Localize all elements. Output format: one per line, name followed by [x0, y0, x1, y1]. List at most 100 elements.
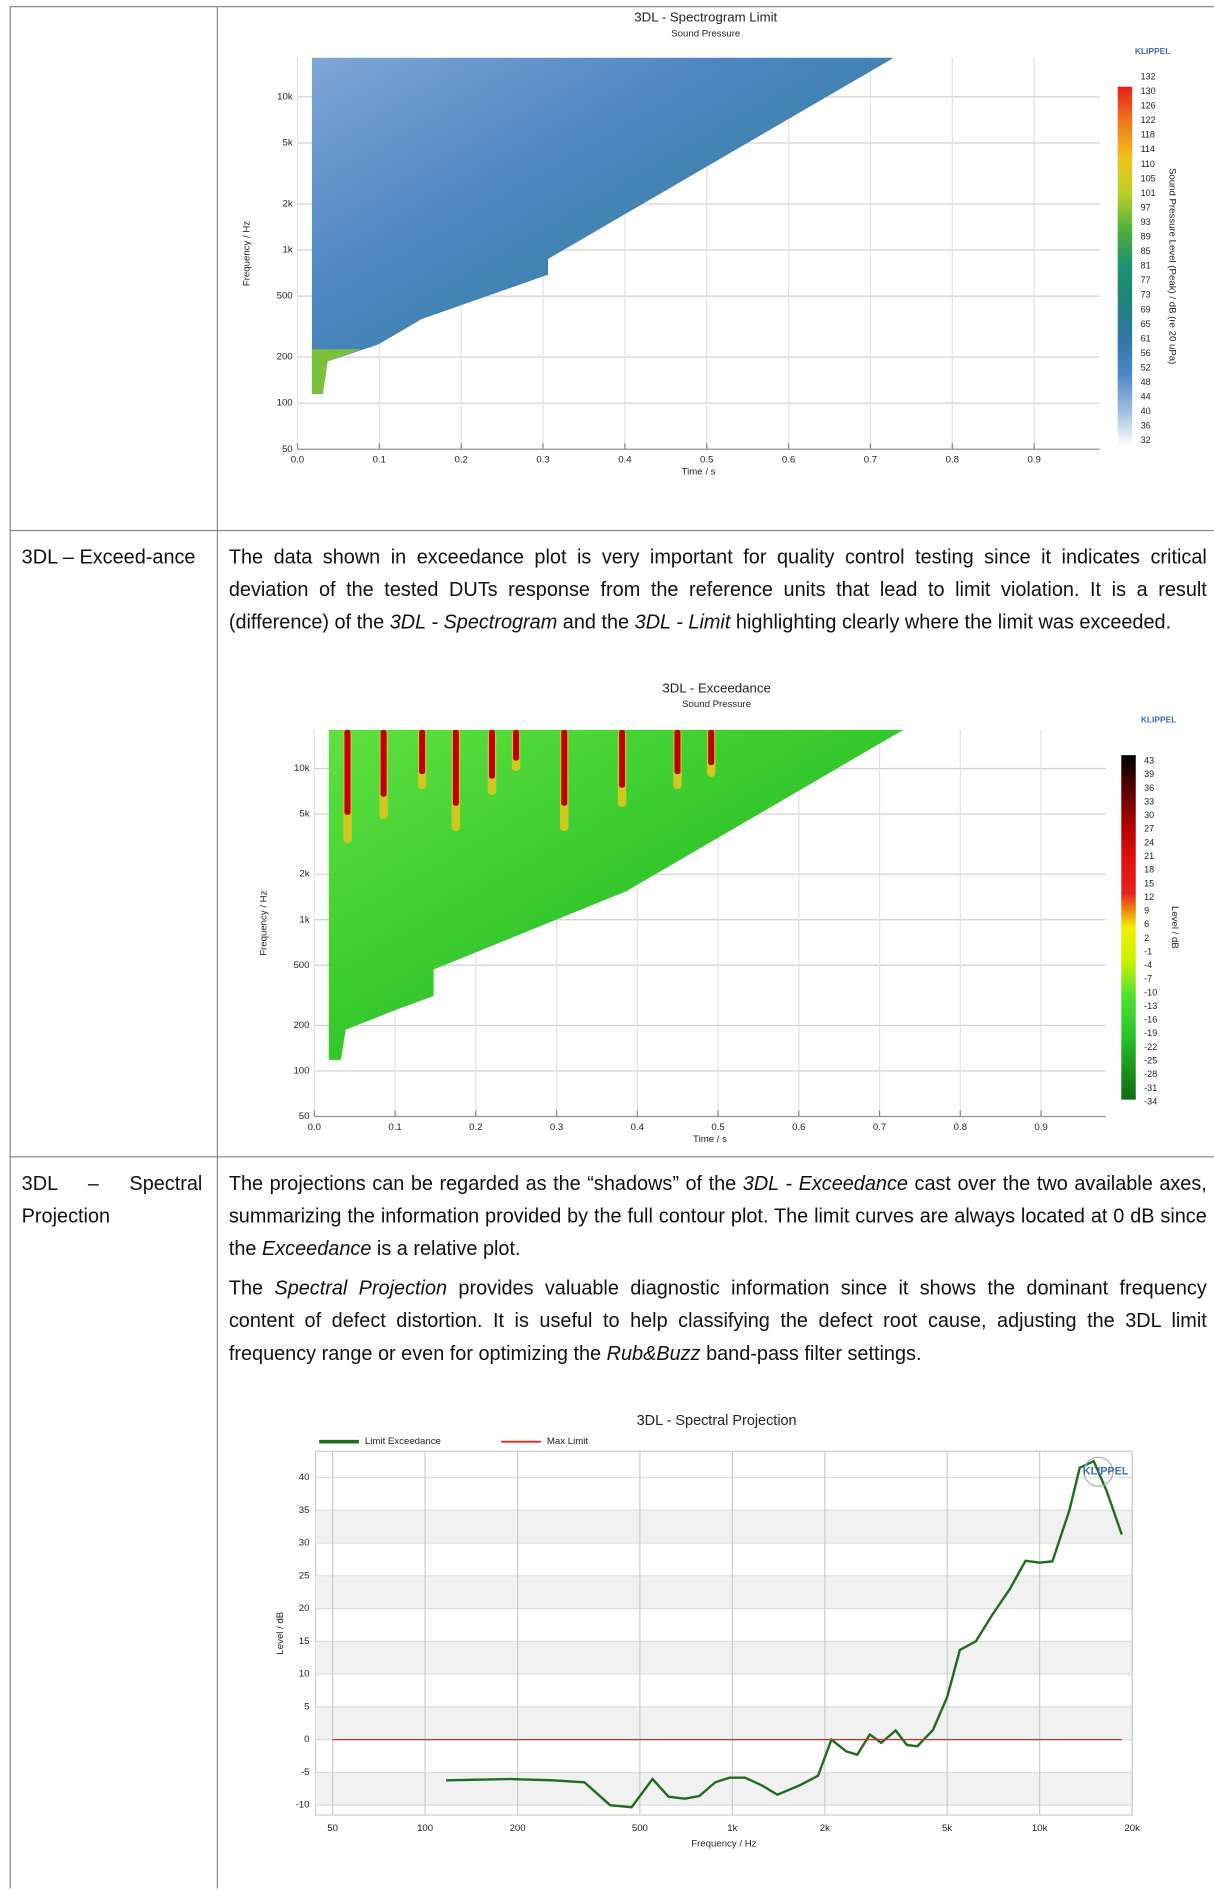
italic-text: Rub&Buzz	[606, 1342, 701, 1365]
paragraph: The data shown in exceedance plot is ver…	[229, 542, 1207, 640]
x-tick-label: 0.8	[954, 1122, 967, 1133]
y-tick-label: 500	[293, 960, 309, 971]
paragraph: The projections can be regarded as the “…	[229, 1168, 1207, 1266]
table-border	[9, 6, 1214, 8]
table-border	[9, 6, 11, 1889]
contour-area	[328, 729, 904, 1060]
row-label: 3DL – Spectral Projection	[21, 1173, 203, 1228]
y-tick-label: 100	[293, 1065, 309, 1076]
y-tick-label: 5k	[299, 809, 309, 820]
contour-area	[311, 57, 894, 394]
italic-text: Spectral Projection	[274, 1277, 448, 1300]
colorbar-label: 69	[1141, 304, 1151, 314]
colorbar-label: -25	[1144, 1056, 1157, 1066]
italic-text: 3DL - Limit	[634, 611, 731, 634]
grid-band	[315, 1575, 1133, 1609]
colorbar-label: 36	[1144, 783, 1154, 793]
x-tick-label: 0.4	[618, 455, 632, 466]
colorbar-label: -31	[1144, 1083, 1157, 1093]
colorbar-title: Level / dB	[1169, 906, 1180, 949]
colorbar-label: 93	[1141, 217, 1151, 227]
y-tick-label: 10k	[277, 91, 293, 102]
y-tick-label: 5k	[282, 138, 292, 149]
colorbar-label: 27	[1144, 824, 1154, 834]
table-border	[9, 1156, 1214, 1158]
colorbar-label: 30	[1144, 810, 1154, 820]
x-tick-label: 0.5	[711, 1122, 724, 1133]
chart-subtitle: Sound Pressure	[671, 28, 740, 39]
colorbar-label: 65	[1141, 319, 1151, 329]
colorbar-label: 36	[1141, 421, 1151, 431]
exceed-stripe	[619, 729, 626, 788]
colorbar-label: 101	[1141, 188, 1156, 198]
contour-area	[311, 349, 362, 394]
colorbar-label: -13	[1144, 1001, 1157, 1011]
colorbar-label: 118	[1141, 130, 1155, 140]
exceed-stripe	[561, 729, 568, 806]
table-border	[9, 529, 1214, 532]
colorbar-label: -28	[1144, 1069, 1157, 1079]
colorbar-label: 81	[1141, 261, 1151, 271]
colorbar-label: 32	[1141, 435, 1151, 445]
x-tick-label: 0.2	[454, 455, 467, 466]
colorbar-label: 21	[1144, 851, 1154, 861]
colorbar-label: 110	[1141, 159, 1155, 169]
colorbar-label: 77	[1141, 275, 1151, 285]
colorbar-label: -19	[1144, 1028, 1157, 1038]
x-tick-label: 0.5	[700, 455, 713, 466]
logo-ring	[1083, 1456, 1114, 1487]
y-tick-label: 100	[277, 398, 293, 409]
x-tick-label: 5k	[942, 1823, 952, 1834]
italic-text: 3DL - Spectrogram	[389, 611, 558, 634]
series-line	[446, 1459, 1123, 1809]
colorbar-label: 48	[1141, 377, 1151, 387]
legend-label: Limit Exceedance	[365, 1436, 441, 1447]
colorbar-label: 33	[1144, 796, 1154, 806]
x-tick-label: 0.3	[550, 1122, 563, 1133]
colorbar-label: -34	[1144, 1096, 1157, 1106]
y-tick-label: 200	[277, 352, 293, 363]
y-tick-label: 1k	[282, 245, 292, 256]
x-tick-label: 0.4	[631, 1122, 645, 1133]
chart-title: 3DL - Spectrogram Limit	[634, 10, 777, 25]
colorbar-label: 24	[1144, 837, 1154, 847]
colorbar-label: 132	[1141, 71, 1156, 81]
x-tick-label: 0.0	[291, 455, 304, 466]
chart-subtitle: Sound Pressure	[682, 699, 751, 710]
exceed-stripe	[380, 729, 387, 797]
y-axis-title: Frequency / Hz	[258, 890, 269, 955]
grid-band	[315, 1641, 1133, 1675]
x-axis-title: Time / s	[693, 1134, 727, 1145]
x-tick-label: 2k	[820, 1823, 830, 1834]
x-tick-label: 0.3	[536, 455, 549, 466]
y-tick-label: 20	[299, 1603, 310, 1614]
x-tick-label: 1k	[727, 1823, 737, 1834]
colorbar-title: Sound Pressure Level (Peak) / dB (re 20 …	[1166, 168, 1177, 364]
x-tick-label: 200	[510, 1823, 526, 1834]
legend-label: Max Limit	[547, 1436, 589, 1447]
y-tick-label: 1k	[299, 914, 309, 925]
colorbar-label: 39	[1144, 769, 1154, 779]
exceed-stripe	[344, 729, 351, 815]
exceed-stripe	[708, 729, 715, 766]
colorbar-label: 15	[1144, 878, 1154, 888]
y-tick-label: 200	[293, 1020, 309, 1031]
x-tick-label: 0.0	[308, 1122, 321, 1133]
colorbar-label: -16	[1144, 1015, 1157, 1025]
exceed-stripe	[674, 729, 681, 775]
exceed-stripe	[513, 729, 520, 761]
text: and the	[557, 611, 635, 634]
colorbar-label: 97	[1141, 202, 1151, 212]
y-tick-label: 500	[277, 291, 293, 302]
grid-band	[315, 1706, 1133, 1740]
colorbar-label: -22	[1144, 1042, 1157, 1052]
y-tick-label: 40	[299, 1472, 310, 1483]
colorbar	[1121, 755, 1136, 1100]
text: highlighting clearly where the limit was…	[730, 611, 1172, 634]
y-tick-label: -10	[296, 1800, 310, 1811]
colorbar-label: 2	[1144, 933, 1149, 943]
table-border	[216, 6, 218, 1889]
y-tick-label: 30	[299, 1538, 310, 1549]
